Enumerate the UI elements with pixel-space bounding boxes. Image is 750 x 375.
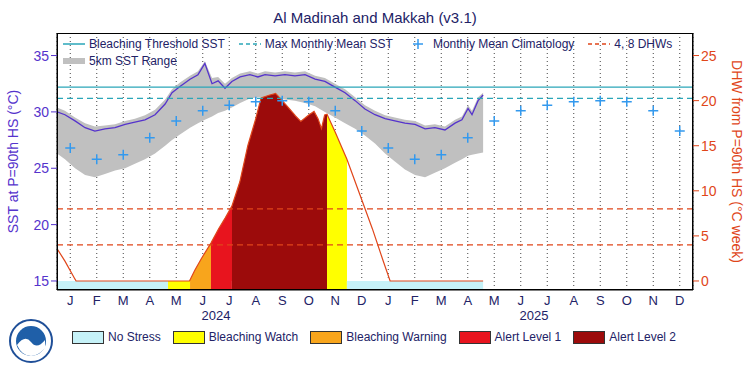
svg-text:A: A [251, 293, 260, 308]
svg-text:O: O [304, 293, 314, 308]
svg-text:20: 20 [701, 93, 717, 109]
svg-text:25: 25 [33, 160, 49, 176]
svg-text:D: D [675, 293, 684, 308]
html-text:Bleaching Threshold SST: Bleaching Threshold SST [89, 37, 225, 51]
svg-text:S: S [596, 293, 605, 308]
html-text:Bleaching Warning: Bleaching Warning [346, 330, 447, 344]
svg-text:J: J [544, 293, 551, 308]
html-text:Max Monthly Mean SST: Max Monthly Mean SST [264, 37, 393, 51]
svg-text:25: 25 [701, 48, 717, 64]
svg-text:15: 15 [701, 138, 717, 154]
svg-text:D: D [357, 293, 366, 308]
svg-text:30: 30 [33, 104, 49, 120]
svg-text:SST at P=90th HS (°C): SST at P=90th HS (°C) [8, 90, 21, 233]
html-text:5km SST Range: 5km SST Range [89, 54, 177, 68]
svg-text:F: F [411, 293, 419, 308]
svg-text:S: S [278, 293, 287, 308]
svg-text:J: J [200, 293, 207, 308]
html-text:Bleaching Watch: Bleaching Watch [208, 330, 299, 344]
svg-text:M: M [436, 293, 447, 308]
svg-text:5: 5 [701, 228, 709, 244]
svg-text:M: M [489, 293, 500, 308]
svg-text:J: J [226, 293, 233, 308]
html-text:Monthly Mean Climatology: Monthly Mean Climatology [432, 37, 575, 51]
svg-text:O: O [622, 293, 632, 308]
svg-text:A: A [463, 293, 472, 308]
html-text:Al Madinah and Makkah (v3.1): Al Madinah and Makkah (v3.1) [273, 9, 477, 26]
svg-text:M: M [171, 293, 182, 308]
svg-text:N: N [331, 293, 340, 308]
html-text:Alert Level 1: Alert Level 1 [494, 330, 562, 344]
svg-text:F: F [93, 293, 101, 308]
svg-text:N: N [649, 293, 658, 308]
svg-text:J: J [385, 293, 392, 308]
svg-text:20: 20 [33, 217, 49, 233]
svg-text:A: A [145, 293, 154, 308]
svg-text:DHW from P=90th HS (°C week): DHW from P=90th HS (°C week) [729, 60, 742, 263]
html-text:Alert Level 2: Alert Level 2 [609, 330, 676, 344]
svg-text:A: A [569, 293, 578, 308]
html-text:4, 8 DHWs: 4, 8 DHWs [614, 37, 673, 51]
svg-text:10: 10 [701, 183, 717, 199]
html-text:2025: 2025 [519, 308, 549, 323]
html-text:No Stress: No Stress [108, 330, 161, 344]
svg-text:J: J [518, 293, 525, 308]
svg-text:15: 15 [33, 273, 49, 289]
svg-text:0: 0 [701, 273, 709, 289]
svg-text:35: 35 [33, 48, 49, 64]
svg-text:M: M [118, 293, 129, 308]
svg-text:J: J [67, 293, 74, 308]
html-text:2024: 2024 [201, 308, 231, 323]
